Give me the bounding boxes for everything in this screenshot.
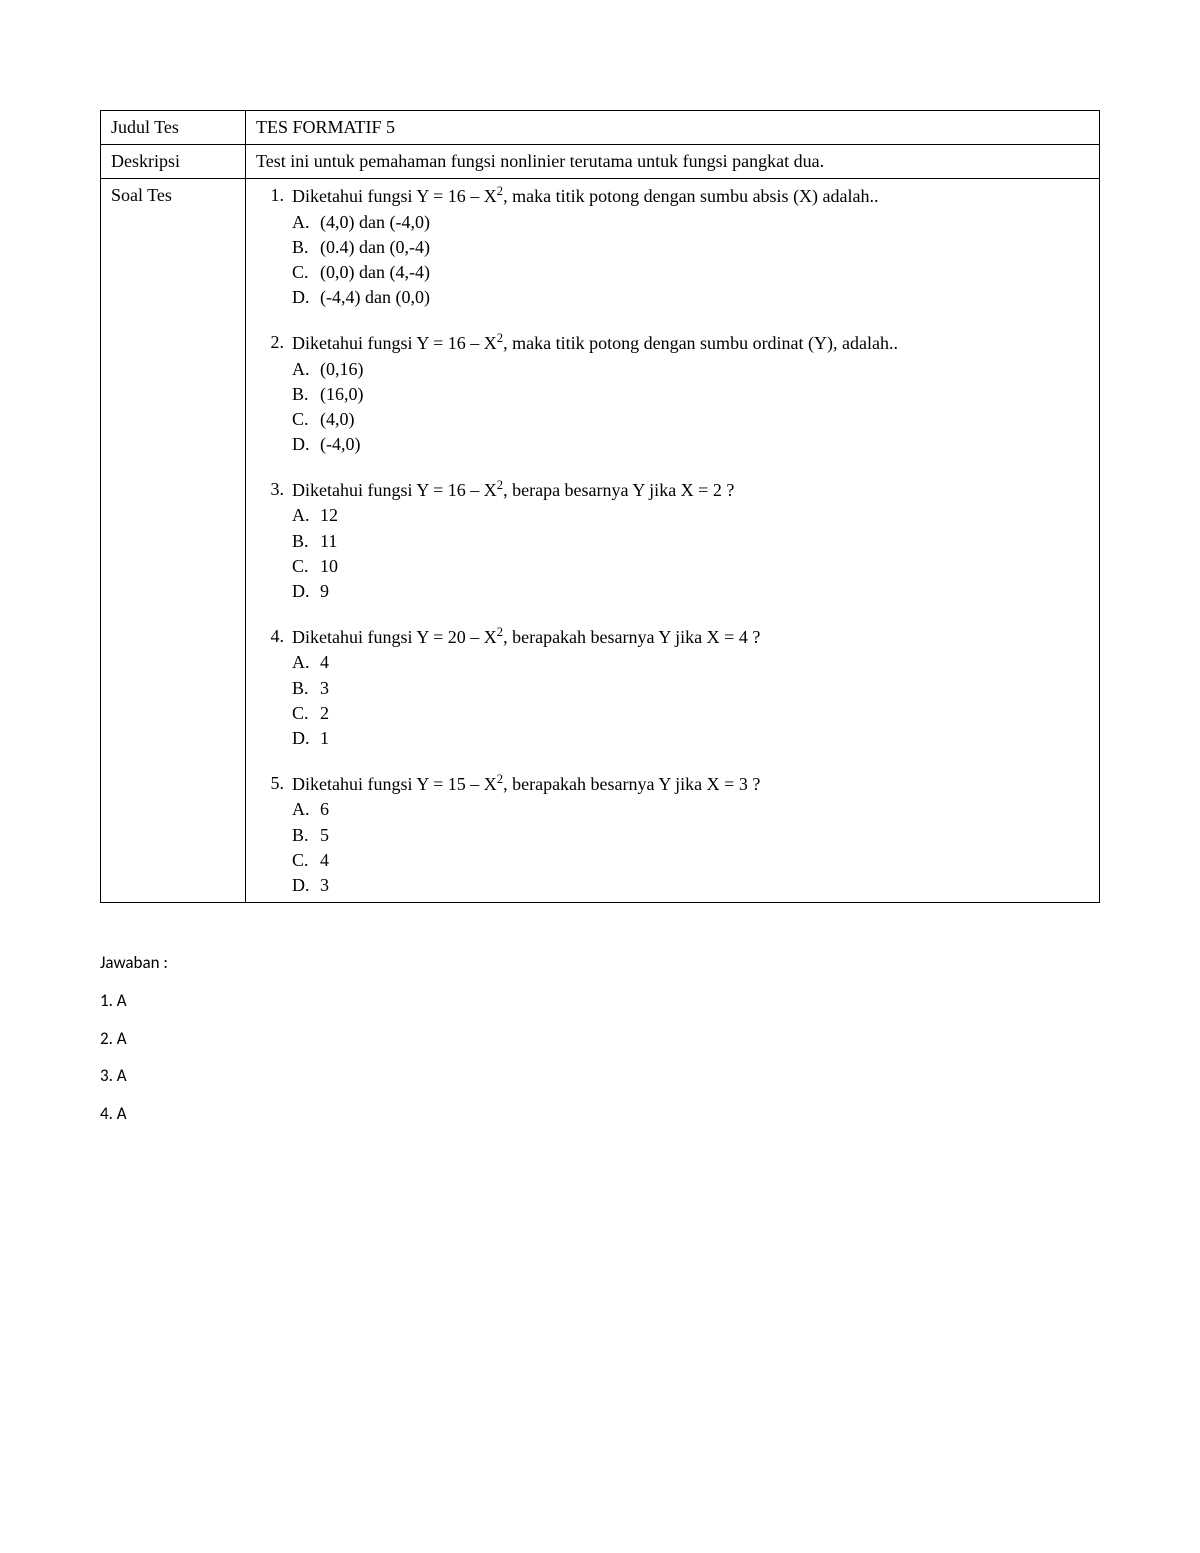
answers-title: Jawaban : — [100, 951, 1100, 975]
question-row: 2.Diketahui fungsi Y = 16 – X2, maka tit… — [256, 330, 1089, 356]
question-text: Diketahui fungsi Y = 16 – X2, berapa bes… — [292, 477, 1089, 503]
option-text: 5 — [320, 823, 329, 848]
row-title-label: Judul Tes — [101, 111, 246, 145]
question-block: 3.Diketahui fungsi Y = 16 – X2, berapa b… — [256, 477, 1089, 604]
question-row: 3.Diketahui fungsi Y = 16 – X2, berapa b… — [256, 477, 1089, 503]
option-text: (0,0) dan (4,-4) — [320, 260, 430, 285]
question-row: 1.Diketahui fungsi Y = 16 – X2, maka tit… — [256, 183, 1089, 209]
option-text: 1 — [320, 726, 329, 751]
option-text: (4,0) dan (-4,0) — [320, 210, 430, 235]
option-row: B.(0.4) dan (0,-4) — [256, 235, 1089, 260]
test-table: Judul Tes TES FORMATIF 5 Deskripsi Test … — [100, 110, 1100, 903]
option-text: 12 — [320, 503, 338, 528]
option-row: C.(4,0) — [256, 407, 1089, 432]
option-letter: A. — [292, 797, 320, 822]
option-row: D.(-4,4) dan (0,0) — [256, 285, 1089, 310]
option-text: 10 — [320, 554, 338, 579]
question-text: Diketahui fungsi Y = 16 – X2, maka titik… — [292, 330, 1089, 356]
option-row: A.(4,0) dan (-4,0) — [256, 210, 1089, 235]
option-letter: B. — [292, 823, 320, 848]
option-letter: B. — [292, 529, 320, 554]
row-title-value: TES FORMATIF 5 — [246, 111, 1100, 145]
option-row: C.10 — [256, 554, 1089, 579]
option-row: C.2 — [256, 701, 1089, 726]
row-desc-value: Test ini untuk pemahaman fungsi nonlinie… — [246, 145, 1100, 179]
question-number: 2. — [256, 330, 292, 355]
row-desc-label: Deskripsi — [101, 145, 246, 179]
option-letter: D. — [292, 873, 320, 898]
question-number: 5. — [256, 771, 292, 796]
question-block: 2.Diketahui fungsi Y = 16 – X2, maka tit… — [256, 330, 1089, 457]
option-row: D.3 — [256, 873, 1089, 898]
question-text: Diketahui fungsi Y = 15 – X2, berapakah … — [292, 771, 1089, 797]
answer-item: 1. A — [100, 989, 1100, 1013]
option-text: 3 — [320, 676, 329, 701]
option-text: (16,0) — [320, 382, 364, 407]
question-row: 4.Diketahui fungsi Y = 20 – X2, berapaka… — [256, 624, 1089, 650]
option-text: 4 — [320, 650, 329, 675]
option-letter: C. — [292, 407, 320, 432]
option-text: 3 — [320, 873, 329, 898]
question-row: 5.Diketahui fungsi Y = 15 – X2, berapaka… — [256, 771, 1089, 797]
option-text: (4,0) — [320, 407, 355, 432]
option-row: D.1 — [256, 726, 1089, 751]
row-questions-label: Soal Tes — [101, 179, 246, 903]
option-letter: A. — [292, 357, 320, 382]
option-letter: D. — [292, 432, 320, 457]
question-text: Diketahui fungsi Y = 16 – X2, maka titik… — [292, 183, 1089, 209]
question-number: 1. — [256, 183, 292, 208]
option-row: B.3 — [256, 676, 1089, 701]
option-text: 11 — [320, 529, 337, 554]
option-row: D.(-4,0) — [256, 432, 1089, 457]
option-row: A.6 — [256, 797, 1089, 822]
question-block: 4.Diketahui fungsi Y = 20 – X2, berapaka… — [256, 624, 1089, 751]
question-block: 1.Diketahui fungsi Y = 16 – X2, maka tit… — [256, 183, 1089, 310]
option-row: B.(16,0) — [256, 382, 1089, 407]
question-number: 3. — [256, 477, 292, 502]
option-letter: A. — [292, 650, 320, 675]
option-letter: D. — [292, 285, 320, 310]
option-text: (-4,0) — [320, 432, 360, 457]
option-letter: A. — [292, 503, 320, 528]
option-letter: A. — [292, 210, 320, 235]
question-text: Diketahui fungsi Y = 20 – X2, berapakah … — [292, 624, 1089, 650]
option-letter: B. — [292, 382, 320, 407]
option-row: A.12 — [256, 503, 1089, 528]
option-text: 6 — [320, 797, 329, 822]
option-text: (0.4) dan (0,-4) — [320, 235, 430, 260]
option-text: 2 — [320, 701, 329, 726]
option-row: A.4 — [256, 650, 1089, 675]
option-letter: C. — [292, 554, 320, 579]
option-row: C.(0,0) dan (4,-4) — [256, 260, 1089, 285]
option-text: (0,16) — [320, 357, 364, 382]
option-row: B.11 — [256, 529, 1089, 554]
option-letter: C. — [292, 701, 320, 726]
option-row: A.(0,16) — [256, 357, 1089, 382]
option-text: (-4,4) dan (0,0) — [320, 285, 430, 310]
option-text: 9 — [320, 579, 329, 604]
option-text: 4 — [320, 848, 329, 873]
option-letter: B. — [292, 676, 320, 701]
answers-section: Jawaban : 1. A 2. A 3. A 4. A — [100, 951, 1100, 1126]
option-letter: C. — [292, 260, 320, 285]
option-row: C.4 — [256, 848, 1089, 873]
option-row: D.9 — [256, 579, 1089, 604]
answer-item: 4. A — [100, 1102, 1100, 1126]
option-letter: B. — [292, 235, 320, 260]
option-letter: D. — [292, 579, 320, 604]
question-number: 4. — [256, 624, 292, 649]
option-letter: D. — [292, 726, 320, 751]
questions-cell: 1.Diketahui fungsi Y = 16 – X2, maka tit… — [246, 179, 1100, 903]
answer-item: 3. A — [100, 1064, 1100, 1088]
question-block: 5.Diketahui fungsi Y = 15 – X2, berapaka… — [256, 771, 1089, 898]
option-row: B.5 — [256, 823, 1089, 848]
option-letter: C. — [292, 848, 320, 873]
answer-item: 2. A — [100, 1027, 1100, 1051]
